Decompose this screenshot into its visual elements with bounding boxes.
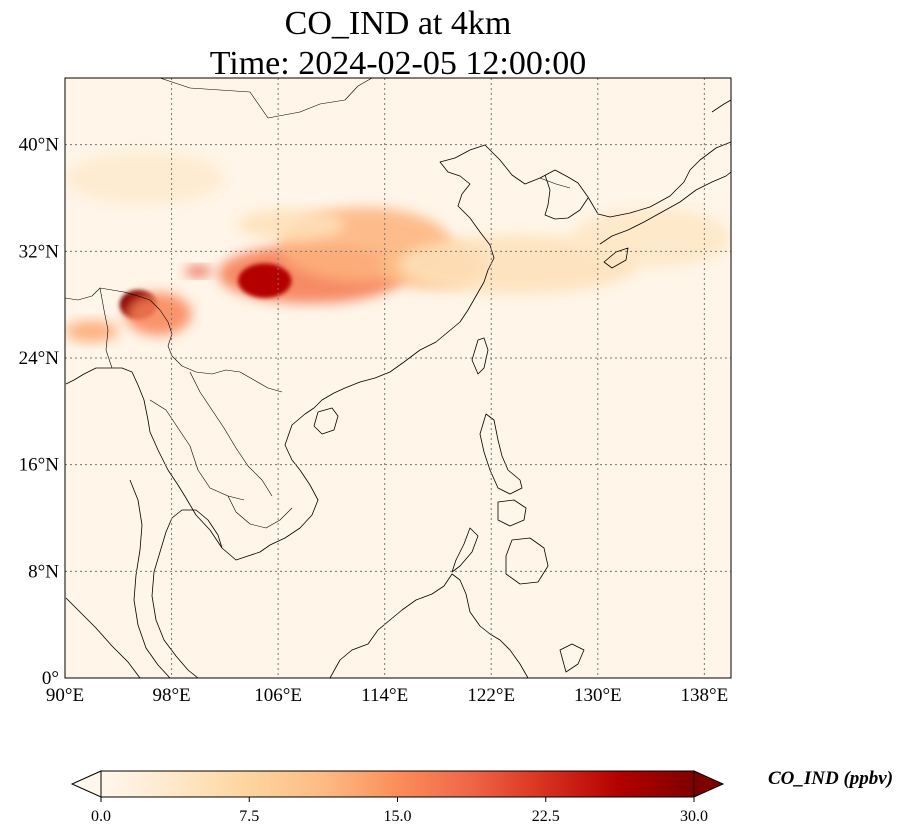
colorbar-tick-label: 30.0: [680, 808, 708, 825]
map-frame: [64, 77, 732, 679]
title-line-2: Time: 2024-02-05 12:00:00: [209, 45, 587, 82]
concentration-plume: [238, 263, 292, 298]
lat-tick-label: 8°N: [28, 561, 59, 582]
concentration-plume: [398, 235, 638, 294]
mindanao: [505, 537, 549, 585]
colorbar-extend-min: [70, 770, 102, 798]
china-coastline: [259, 141, 731, 553]
lat-tick-label: 32°N: [19, 241, 60, 262]
concentration-plume: [238, 208, 345, 241]
japan-shikoku: [603, 247, 629, 269]
japan-hokkaido: [711, 99, 731, 113]
cambodia-border: [227, 495, 293, 529]
lon-tick-label: 138°E: [681, 685, 729, 706]
mongolia-border: [159, 78, 373, 119]
sumatra: [65, 597, 141, 678]
lon-tick-label: 130°E: [574, 685, 622, 706]
concentration-plume: [65, 320, 119, 343]
laos-vietnam-border: [189, 371, 273, 497]
lon-axis: 90°E 98°E 106°E 114°E 122°E 130°E 138°E: [46, 685, 728, 706]
coastline-layer: [65, 78, 731, 678]
colorbar-tick-label: 15.0: [384, 808, 412, 825]
japan-kyushu-honshu: [599, 171, 731, 245]
colorbar-tick-label: 7.5: [239, 808, 259, 825]
lat-tick-label: 0°: [42, 668, 59, 689]
colorbar-extend-max: [693, 770, 725, 798]
lat-tick-label: 16°N: [19, 455, 60, 476]
concentration-plume: [124, 292, 192, 336]
korea-dmz: [539, 177, 571, 189]
sulawesi: [559, 643, 585, 673]
map-title: CO_IND at 4km Time: 2024-02-05 12:00:00: [65, 4, 731, 84]
gulf-of-thailand: [151, 509, 223, 678]
korea-coastline: [544, 174, 589, 220]
malay-peninsula-west: [129, 479, 171, 678]
lat-tick-label: 24°N: [19, 348, 60, 369]
gridlines: [65, 78, 731, 678]
indochina-coastline: [65, 367, 261, 561]
hainan-island: [313, 407, 339, 435]
colorbar: 0.0 7.5 15.0 22.5 30.0: [70, 770, 725, 825]
colorbar-tick-label: 0.0: [91, 808, 111, 825]
visayas: [497, 499, 527, 527]
concentration-plume: [571, 208, 731, 268]
lon-tick-label: 98°E: [152, 685, 190, 706]
title-line-1: CO_IND at 4km: [284, 5, 512, 42]
colorbar-tick-label: 22.5: [532, 808, 560, 825]
concentration-plume: [184, 266, 212, 277]
lon-tick-label: 114°E: [361, 685, 408, 706]
myanmar-border: [99, 287, 113, 369]
colorbar-ticks: 0.0 7.5 15.0 22.5 30.0: [91, 797, 708, 825]
thailand-border: [149, 399, 245, 501]
taiwan-island: [471, 337, 489, 375]
lon-tick-label: 122°E: [467, 685, 515, 706]
lat-axis: 0° 8°N 16°N 24°N 32°N 40°N: [19, 135, 60, 689]
lon-tick-label: 106°E: [254, 685, 302, 706]
palawan: [451, 527, 479, 573]
concentration-field: [65, 151, 731, 343]
map-panel: 90°E 98°E 106°E 114°E 122°E 130°E 138°E 0° 8°N 1…: [19, 77, 732, 706]
lon-tick-label: 90°E: [46, 685, 84, 706]
lat-tick-label: 40°N: [19, 135, 60, 156]
luzon: [479, 413, 523, 495]
borneo: [329, 573, 529, 678]
colorbar-label: CO_IND (ppbv): [768, 768, 894, 789]
concentration-plume: [65, 151, 225, 205]
colorbar-gradient: [100, 770, 695, 798]
